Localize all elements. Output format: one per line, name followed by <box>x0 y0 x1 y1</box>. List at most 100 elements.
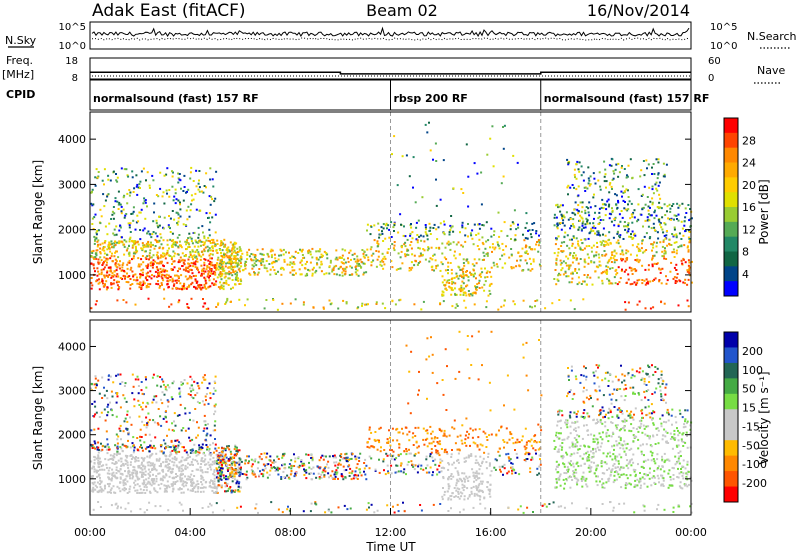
echo-cell <box>236 263 239 266</box>
echo-cell <box>91 252 94 254</box>
echo-cell <box>183 174 186 177</box>
echo-cell <box>191 199 193 202</box>
echo-cell <box>138 465 141 468</box>
echo-cell <box>318 459 321 462</box>
echo-cell <box>606 277 609 280</box>
echo-cell <box>472 441 475 444</box>
echo-cell <box>450 293 453 296</box>
echo-cell <box>178 466 181 469</box>
echo-cell <box>688 272 691 274</box>
echo-cell <box>556 203 559 206</box>
echo-cell <box>93 481 96 484</box>
echo-cell <box>505 245 507 248</box>
echo-cell <box>417 465 420 468</box>
echo-cell <box>134 378 137 381</box>
echo-cell <box>604 254 607 257</box>
echo-cell <box>173 266 176 269</box>
echo-cell <box>187 246 190 249</box>
echo-cell <box>197 252 200 255</box>
echo-cell <box>174 483 177 485</box>
echo-cell <box>482 251 485 254</box>
echo-cell <box>675 269 678 271</box>
echo-cell <box>300 273 303 276</box>
echo-cell <box>651 166 653 169</box>
echo-cell <box>556 225 559 228</box>
echo-cell <box>376 242 379 244</box>
echo-cell <box>676 273 679 275</box>
echo-cell <box>426 445 429 448</box>
echo-cell <box>678 232 681 235</box>
echo-cell <box>103 468 106 471</box>
echo-cell <box>407 461 410 463</box>
echo-cell <box>443 233 446 236</box>
echo-cell <box>681 262 684 265</box>
echo-cell <box>343 258 346 261</box>
echo-cell <box>677 246 680 249</box>
echo-cell <box>518 255 521 258</box>
echo-cell <box>325 455 327 458</box>
echo-cell <box>580 283 583 285</box>
echo-cell <box>516 161 519 164</box>
echo-cell <box>147 421 150 424</box>
echo-cell <box>208 453 211 456</box>
echo-cell <box>627 278 630 281</box>
echo-cell <box>240 256 243 259</box>
echo-cell <box>604 271 607 274</box>
echo-cell <box>629 217 632 220</box>
echo-cell <box>147 464 150 467</box>
echo-cell <box>221 243 224 246</box>
echo-cell <box>228 258 231 261</box>
echo-cell <box>248 248 251 251</box>
echo-cell <box>577 276 580 279</box>
echo-cell <box>90 255 93 257</box>
echo-cell <box>170 472 173 475</box>
echo-cell <box>171 277 174 280</box>
echo-cell <box>518 473 521 476</box>
echo-cell <box>539 463 542 466</box>
echo-cell <box>124 417 127 420</box>
echo-cell <box>129 446 132 449</box>
echo-cell <box>404 253 406 256</box>
echo-cell <box>642 251 645 254</box>
echo-cell <box>198 402 201 404</box>
echo-cell <box>687 259 690 262</box>
echo-cell <box>155 452 158 455</box>
echo-cell <box>159 415 162 418</box>
echo-cell <box>258 455 261 458</box>
echo-cell <box>156 235 159 238</box>
echo-cell <box>587 211 590 214</box>
echo-cell <box>147 230 150 233</box>
echo-cell <box>475 288 478 291</box>
echo-cell <box>140 247 143 250</box>
echo-cell <box>559 273 562 276</box>
freq-tick-bottom: 8 <box>72 73 78 84</box>
echo-cell <box>597 217 600 220</box>
echo-cell <box>266 452 269 455</box>
echo-cell <box>312 466 315 469</box>
echo-cell <box>139 446 141 449</box>
echo-cell <box>214 420 217 423</box>
echo-cell <box>218 456 221 459</box>
echo-cell <box>631 273 634 275</box>
echo-cell <box>144 447 147 450</box>
echo-cell <box>664 247 666 250</box>
echo-cell <box>511 469 513 472</box>
echo-cell <box>283 258 286 261</box>
echo-cell <box>94 303 97 306</box>
echo-cell <box>173 461 176 464</box>
echo-cell <box>525 446 528 449</box>
echo-cell <box>432 254 434 257</box>
echo-cell <box>225 456 228 459</box>
echo-cell <box>571 272 574 275</box>
echo-cell <box>449 224 452 227</box>
echo-cell <box>215 249 218 252</box>
echo-cell <box>414 201 417 204</box>
echo-cell <box>295 472 298 474</box>
echo-cell <box>655 214 658 217</box>
echo-cell <box>215 462 218 465</box>
echo-cell <box>602 227 605 230</box>
echo-cell <box>189 251 192 253</box>
echo-cell <box>113 228 116 231</box>
